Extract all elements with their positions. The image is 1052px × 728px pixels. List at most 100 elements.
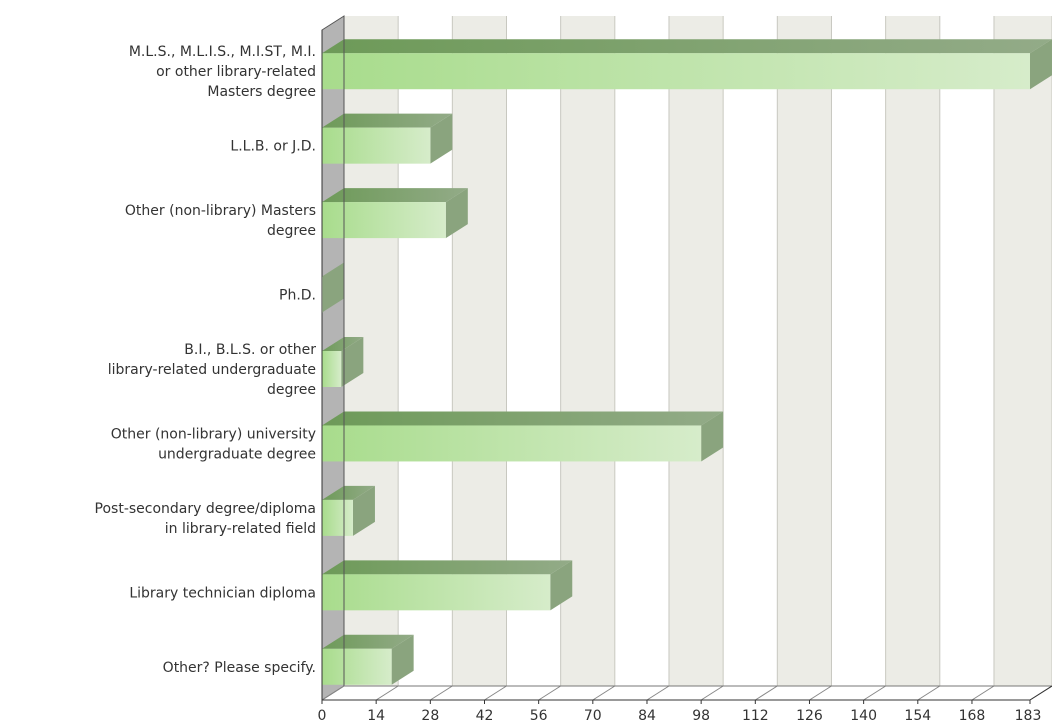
bar-front-face (322, 648, 392, 685)
category-label-line: library-related undergraduate (108, 362, 316, 378)
category-label: L.L.B. or J.D. (230, 139, 316, 155)
category-label: Other (non-library) university undergradu… (111, 426, 316, 462)
bar-side-face (391, 634, 414, 685)
category-label: Other? Please specify. (163, 660, 316, 676)
grid-band (614, 16, 669, 686)
bar-front-face (322, 127, 431, 164)
grid-band (723, 16, 778, 686)
category-label-line: Other (non-library) university (111, 426, 316, 442)
category-labels: M.L.S., M.L.I.S., M.I.ST, M.I. or other l… (95, 44, 317, 676)
category-label-line: Other (non-library) Masters (125, 203, 316, 219)
category-label: Library technician diploma (129, 585, 316, 601)
floor-gridline (538, 685, 561, 701)
bar-side-face (352, 485, 375, 536)
bar-top-face (322, 113, 453, 128)
bar-top-face (322, 337, 364, 351)
category-label: B.I., B.L.S. or other library-related und… (108, 342, 316, 398)
bar (322, 634, 414, 685)
floor-gridline (755, 685, 778, 701)
grid-band (777, 16, 832, 686)
bar-side-face (1030, 39, 1052, 90)
category-label: Post-secondary degree/diploma in library-… (95, 501, 316, 537)
floor-gridline (863, 685, 886, 701)
floor-gridline (321, 685, 345, 701)
bar-front-face (322, 351, 342, 387)
floor-gridline (971, 685, 995, 701)
grid-band (939, 16, 994, 686)
category-label-line: degree (267, 223, 316, 239)
bar-side-face (430, 113, 453, 164)
bar-top-face (322, 188, 468, 203)
category-label-line: Other? Please specify. (163, 660, 316, 676)
x-tick-label: 168 (959, 708, 986, 724)
x-tick-label: 154 (904, 708, 931, 724)
bar-top-face (322, 485, 375, 500)
category-label-line: undergraduate degree (158, 446, 316, 462)
floor-right-edge (1029, 685, 1052, 701)
bar-front-face (322, 425, 702, 462)
bar-side-face (322, 262, 344, 313)
grid-band (885, 16, 940, 686)
floor-gridline (592, 685, 616, 701)
floor-gridline (700, 685, 724, 701)
bar (322, 39, 1052, 90)
x-tick-label: 183 (1015, 708, 1042, 724)
bars (322, 39, 1052, 685)
x-tick-label: 84 (638, 708, 656, 724)
x-tick-label: 0 (318, 708, 327, 724)
bar (322, 337, 364, 387)
x-tick-label: 98 (692, 708, 710, 724)
bar (322, 411, 724, 462)
category-label-line: L.L.B. or J.D. (230, 139, 316, 155)
floor-gridline (809, 685, 832, 701)
bar (322, 113, 453, 164)
grid-band (993, 16, 1052, 686)
category-label-line: Ph.D. (279, 288, 316, 304)
bar-front-face (322, 574, 551, 611)
bar-top-face (322, 560, 573, 575)
x-tick-label: 126 (796, 708, 823, 724)
category-label: Ph.D. (279, 288, 316, 304)
bar-side-face (701, 411, 724, 462)
bar-front-face (322, 499, 353, 536)
bar-front-face (322, 202, 446, 239)
category-label: M.L.S., M.L.I.S., M.I.ST, M.I. or other l… (129, 44, 316, 100)
bar-top-face (322, 39, 1052, 54)
x-tick-label: 140 (850, 708, 877, 724)
bar-front-face (322, 53, 1030, 90)
x-tick-label: 56 (530, 708, 548, 724)
floor-gridline (484, 685, 507, 701)
bar-side-face (550, 560, 573, 611)
x-tick-label: 112 (742, 708, 769, 724)
bar-top-face (322, 634, 414, 649)
x-tick-label: 14 (367, 708, 385, 724)
x-tick-labels: 0 14 28 42 56 70 84 98 112 126 140 154 168 183 (318, 700, 1042, 724)
bar-top-face (322, 411, 724, 426)
grid-band (668, 16, 724, 686)
bar (322, 560, 573, 611)
category-label-line: B.I., B.L.S. or other (184, 342, 316, 358)
category-label-line: M.L.S., M.L.I.S., M.I.ST, M.I. (129, 44, 316, 60)
axes (321, 16, 1052, 701)
category-label-line: in library-related field (165, 521, 316, 537)
grid-band (831, 16, 886, 686)
floor-gridline (917, 685, 941, 701)
x-tick-label: 70 (584, 708, 602, 724)
x-tick-label: 42 (476, 708, 494, 724)
category-label-line: degree (267, 382, 316, 398)
category-label: Other (non-library) Masters degree (125, 203, 316, 239)
category-label-line: Library technician diploma (129, 585, 316, 601)
bar-side-face (445, 188, 468, 239)
floor-gridline (375, 685, 399, 701)
floor-gridline (430, 685, 453, 701)
floor-gridline (646, 685, 670, 701)
x-tick-label: 28 (421, 708, 439, 724)
category-label-line: or other library-related (156, 64, 316, 80)
bar (322, 188, 468, 239)
bar-side-face (341, 337, 364, 387)
category-label-line: Masters degree (207, 84, 316, 100)
bar (322, 485, 375, 536)
category-label-line: Post-secondary degree/diploma (95, 501, 316, 517)
